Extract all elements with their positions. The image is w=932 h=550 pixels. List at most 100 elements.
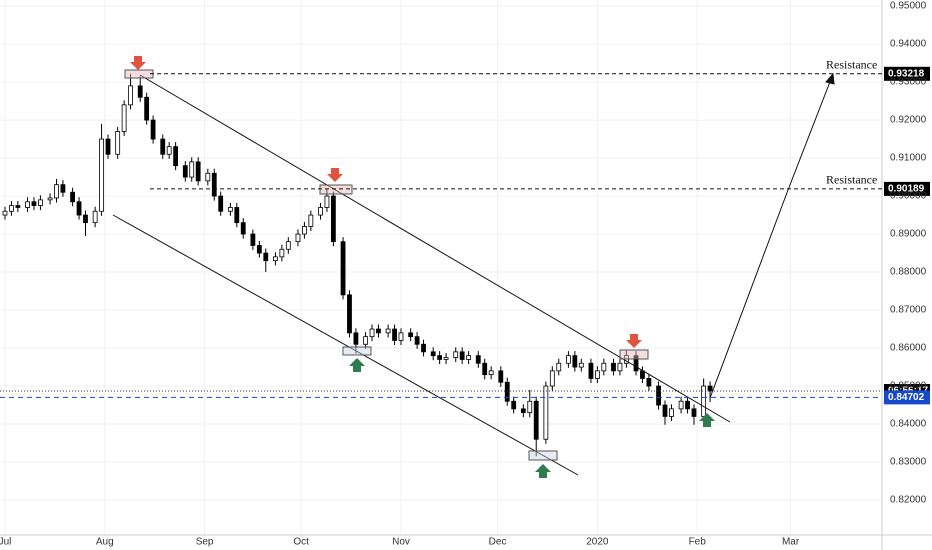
- x-tick-label: Jul: [0, 537, 11, 548]
- box: [619, 349, 649, 360]
- candle-body: [47, 197, 53, 201]
- price-tag: [884, 181, 930, 196]
- candle-body: [443, 357, 449, 360]
- projection: [709, 73, 834, 399]
- x-tick-label: Nov: [392, 537, 410, 548]
- candle-body: [128, 85, 133, 106]
- candle-body: [691, 408, 697, 417]
- candle-body: [678, 400, 684, 410]
- candle-body: [669, 408, 674, 417]
- x-tick-label: Oct: [293, 537, 309, 548]
- candle-body: [594, 370, 600, 379]
- candle-body: [240, 222, 246, 235]
- candle-body: [340, 241, 346, 296]
- candle-body: [295, 233, 301, 243]
- grid: [0, 0, 882, 535]
- y-tick-label: 0.87000: [890, 305, 927, 316]
- candle-body: [572, 355, 578, 368]
- down-arrow: [327, 168, 343, 182]
- candle-body: [656, 385, 661, 406]
- candle-body: [70, 191, 76, 203]
- up-arrow: [699, 413, 715, 427]
- candle-body: [414, 336, 420, 345]
- candle-body: [488, 370, 494, 376]
- candle-body: [273, 256, 278, 262]
- y-tick-label: 0.93000: [890, 77, 927, 88]
- candle-body: [527, 400, 533, 414]
- bid-tag: [884, 390, 930, 405]
- candle-body: [498, 370, 504, 383]
- candle-body: [578, 362, 584, 368]
- y-tick-label: 0.94000: [890, 39, 927, 50]
- candle-body: [279, 248, 285, 258]
- candle-body: [459, 351, 465, 360]
- candle-body: [520, 408, 526, 414]
- x-tick-label: 2020: [586, 537, 609, 548]
- candle-body: [160, 138, 166, 155]
- candle-body: [533, 400, 539, 440]
- candle-body: [430, 351, 436, 357]
- drawings: [112, 69, 835, 476]
- candle-body: [376, 328, 381, 334]
- candle-body: [234, 207, 240, 224]
- candle-body: [205, 172, 211, 182]
- candle-body: [421, 343, 426, 353]
- y-tick-label: 0.89000: [890, 229, 927, 240]
- candle-body: [482, 362, 488, 376]
- channel-lower: [112, 214, 579, 476]
- candle-body: [353, 332, 359, 345]
- candle-body: [144, 96, 150, 121]
- overlay: Resistance0.93218Resistance0.9018906:56:…: [0, 58, 930, 405]
- x-tick-label: Feb: [689, 537, 707, 548]
- y-tick-label: 0.90000: [890, 191, 927, 202]
- y-tick-label: 0.82000: [890, 495, 927, 506]
- candle-body: [166, 146, 172, 155]
- candle-body: [369, 328, 375, 338]
- candle-body: [617, 362, 623, 372]
- candle-body: [83, 214, 88, 224]
- candle-body: [475, 355, 481, 364]
- candle-body: [38, 199, 43, 206]
- candle-body: [549, 370, 555, 387]
- candle-body: [408, 332, 414, 338]
- y-tick-label: 0.84000: [890, 419, 927, 430]
- candle-body: [398, 332, 404, 341]
- y-tick-label: 0.86000: [890, 343, 927, 354]
- candle-body: [76, 201, 82, 216]
- up-arrow: [349, 358, 365, 372]
- y-tick-label: 0.83000: [890, 457, 927, 468]
- candle-body: [25, 201, 30, 208]
- candle-body: [511, 400, 517, 410]
- candle-body: [115, 131, 121, 155]
- candle-body: [31, 201, 37, 206]
- candle-body: [437, 355, 443, 360]
- candle-body: [105, 138, 111, 155]
- candle-body: [588, 362, 594, 379]
- down-arrow: [626, 334, 642, 348]
- resistance-label: Resistance: [826, 173, 877, 187]
- candle-body: [318, 207, 323, 216]
- candle-body: [173, 146, 179, 167]
- candle-body: [308, 214, 314, 227]
- candle-body: [646, 378, 652, 387]
- box: [319, 184, 353, 195]
- candle-body: [453, 351, 459, 358]
- candle-body: [121, 104, 127, 132]
- candle-body: [543, 385, 549, 440]
- y-tick-label: 0.85000: [890, 381, 927, 392]
- candle-body: [640, 370, 645, 379]
- arrow-head: [825, 72, 835, 85]
- candle-body: [137, 85, 143, 98]
- candles: [2, 73, 713, 457]
- candle-body: [633, 355, 639, 372]
- candle-body: [685, 400, 690, 410]
- candle-body: [392, 328, 397, 341]
- y-tick-label: 0.92000: [890, 115, 927, 126]
- candle-body: [466, 355, 472, 360]
- candle-body: [60, 184, 66, 193]
- candle-body: [182, 165, 188, 178]
- candle-body: [2, 210, 8, 216]
- candle-body: [556, 362, 562, 372]
